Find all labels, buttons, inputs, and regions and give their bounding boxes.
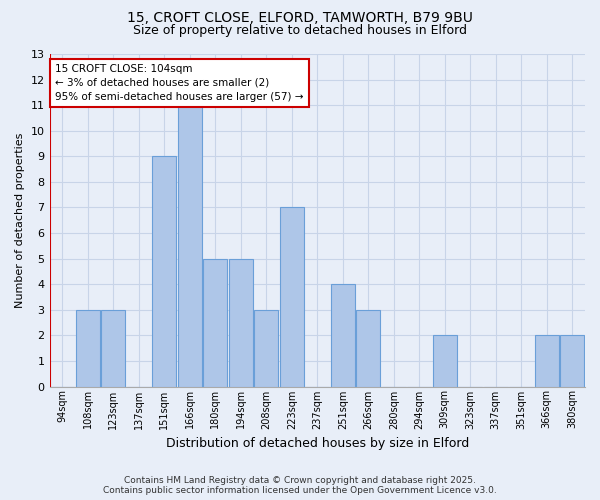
X-axis label: Distribution of detached houses by size in Elford: Distribution of detached houses by size … — [166, 437, 469, 450]
Bar — [560, 336, 584, 386]
Text: 15 CROFT CLOSE: 104sqm
← 3% of detached houses are smaller (2)
95% of semi-detac: 15 CROFT CLOSE: 104sqm ← 3% of detached … — [55, 64, 304, 102]
Y-axis label: Number of detached properties: Number of detached properties — [15, 132, 25, 308]
Text: Size of property relative to detached houses in Elford: Size of property relative to detached ho… — [133, 24, 467, 37]
Bar — [254, 310, 278, 386]
Bar — [101, 310, 125, 386]
Bar — [356, 310, 380, 386]
Text: Contains HM Land Registry data © Crown copyright and database right 2025.
Contai: Contains HM Land Registry data © Crown c… — [103, 476, 497, 495]
Bar — [76, 310, 100, 386]
Bar — [280, 208, 304, 386]
Bar — [203, 258, 227, 386]
Bar — [152, 156, 176, 386]
Bar — [229, 258, 253, 386]
Bar — [331, 284, 355, 386]
Bar — [178, 105, 202, 386]
Bar — [433, 336, 457, 386]
Text: 15, CROFT CLOSE, ELFORD, TAMWORTH, B79 9BU: 15, CROFT CLOSE, ELFORD, TAMWORTH, B79 9… — [127, 11, 473, 25]
Bar — [535, 336, 559, 386]
